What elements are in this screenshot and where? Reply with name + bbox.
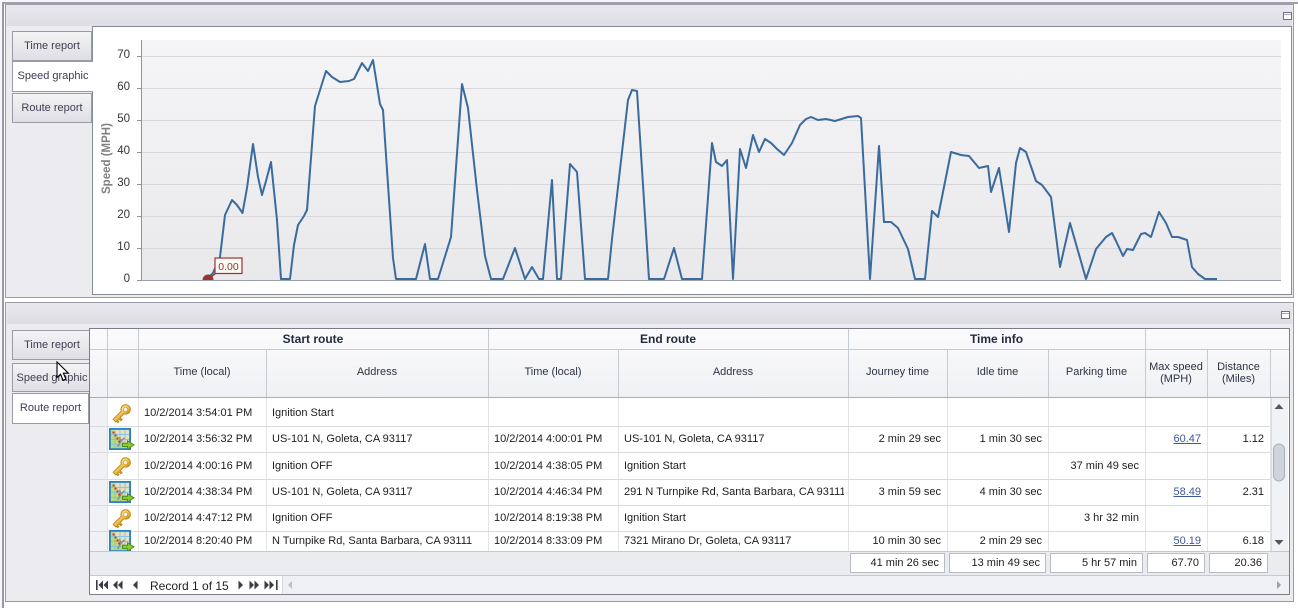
- svg-text:0.00: 0.00: [218, 261, 239, 273]
